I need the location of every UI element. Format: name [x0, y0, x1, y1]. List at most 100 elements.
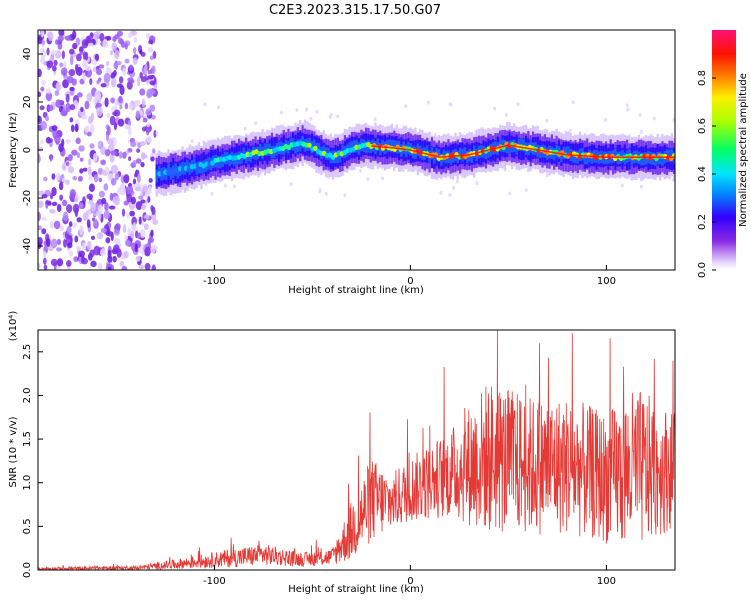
y-tick-label: 0.0 [22, 562, 33, 578]
spectrogram-noise-cell [86, 209, 91, 215]
spectrogram-band-cell [339, 149, 342, 163]
spectrogram-noise-cell [79, 157, 84, 162]
spectrogram-noise-cell [41, 228, 47, 235]
spectrogram-noise-cell [145, 108, 152, 116]
spectrogram-ridge-core [371, 144, 675, 159]
snr-background [38, 330, 675, 570]
spectrogram-band-cell [393, 139, 396, 153]
spectrogram-noise-cell [151, 264, 156, 270]
spectrogram-x-ticks: -100 0 100 [203, 265, 616, 287]
spectrogram-noise-cell [82, 212, 89, 222]
spectrogram-band-cell [614, 148, 617, 162]
spectrogram-faint-cell [475, 181, 479, 186]
y-tick-label: 1.0 [22, 475, 33, 491]
spectrogram-faint-cell [309, 116, 313, 121]
spectrogram-noise-cell [144, 246, 151, 257]
spectrogram-noise-cell [109, 115, 116, 126]
spectrogram-noise-cell [92, 66, 97, 73]
spectrogram-noise-cell [38, 211, 41, 222]
spectrogram-faint-cell [426, 100, 430, 105]
spectrogram-noise-cell [148, 185, 152, 194]
spectrogram-noise-cell [112, 255, 117, 263]
spectrogram-noise-cell [45, 238, 51, 247]
spectrogram-faint-cell [253, 121, 257, 126]
snr-x-ticks: -100 0 100 [203, 565, 616, 587]
spectrogram-faint-cell [620, 183, 624, 188]
spectrogram-noise-cell [51, 186, 57, 197]
spectrogram-noise-cell [104, 97, 109, 108]
spectrogram-noise-cell [134, 173, 138, 178]
spectrogram-noise-cell [98, 177, 103, 183]
spectrogram-noise-cell [47, 138, 54, 143]
spectrogram-noise-cell [130, 196, 136, 205]
spectrogram-noise-cell [76, 53, 82, 62]
spectrogram-noise-cell [143, 214, 150, 219]
spectrogram-noise-cell [38, 200, 44, 208]
spectrogram-noise-cell [139, 49, 143, 55]
spectrogram-noise-cell [100, 146, 107, 156]
spectrogram-noise-cell [106, 60, 110, 67]
spectrogram-noise-cell [91, 59, 97, 66]
spectrogram-noise-cell [53, 220, 61, 230]
spectrogram-noise-cell [118, 76, 124, 84]
spectrogram-noise-cell [43, 61, 47, 66]
spectrogram-noise-cell [111, 164, 119, 174]
spectrogram-noise-cell [62, 79, 69, 89]
spectrogram-band-cell [583, 151, 586, 165]
spectrogram-noise-cell [113, 244, 120, 253]
spectrogram-noise-cell [78, 250, 86, 258]
spectrogram-noise-cell [84, 100, 90, 110]
spectrogram-noise-cell [39, 105, 45, 111]
colorbar-label: Normalized spectral amplitude [738, 73, 749, 227]
spectrogram-noise-cell [113, 61, 119, 70]
spectrogram-noise-cell [149, 80, 156, 86]
spectrogram-noise-cell [72, 203, 80, 214]
spectrogram-band-cell [506, 141, 509, 154]
spectrogram-band-cell [317, 142, 321, 156]
spectrogram-noise-cell [51, 173, 56, 180]
spectrogram-noise-cell [41, 216, 47, 222]
spectrogram-noise-cell [90, 202, 97, 213]
spectrogram-noise-cell [73, 256, 79, 262]
spectrogram-noise-cell [79, 225, 84, 236]
spectrogram-noise-cell [64, 35, 72, 41]
spectrogram-band-cell [242, 147, 245, 160]
spectrogram-faint-cell [358, 168, 362, 173]
spectrogram-noise-cell [128, 64, 134, 71]
spectrogram-band-cell [195, 162, 198, 175]
spectrogram-noise-cell [68, 221, 73, 228]
spectrogram-noise-cell [65, 179, 70, 186]
spectrogram-noise-cell [153, 129, 157, 138]
spectrogram-noise-cell [66, 260, 72, 267]
colorbar-gradient [712, 30, 736, 270]
spectrogram-band-cell [200, 161, 203, 174]
spectrogram-noise-cell [50, 238, 58, 249]
spectrogram-noise-cell [129, 210, 136, 217]
spectrogram-noise-cell [56, 203, 62, 213]
spectrogram-band-cell [353, 140, 356, 153]
y-tick-label: 1.5 [22, 431, 33, 447]
spectrogram-noise-cell [150, 245, 156, 254]
spectrogram-noise-cell [50, 258, 58, 267]
spectrogram-noise-cell [93, 218, 98, 226]
spectrogram-faint-cell [625, 103, 629, 108]
spectrogram-noise-cell [72, 42, 78, 50]
spectrogram-noise-cell [55, 39, 59, 45]
spectrogram-noise-cell [43, 257, 47, 265]
spectrogram-noise-cell [121, 265, 128, 270]
spectrogram-noise-cell [88, 175, 93, 181]
spectrogram-noise-cell [74, 235, 79, 243]
y-tick-label: 2.5 [22, 344, 33, 360]
spectrogram-noise-cell [87, 166, 92, 176]
snr-x-axis-label: Height of straight line (km) [288, 584, 424, 595]
spectrogram-noise-cell [104, 149, 111, 157]
spectrogram-noise-cell [56, 238, 62, 246]
spectrogram-noise-cell [79, 168, 84, 174]
spectrogram-noise-cell [95, 102, 102, 108]
spectrogram-noise-cell [122, 67, 127, 77]
spectrogram-noise-cell [43, 264, 48, 270]
spectrogram-noise-cell [116, 83, 123, 88]
snr-frame [37, 329, 676, 571]
spectrogram-faint-cell [289, 182, 293, 187]
